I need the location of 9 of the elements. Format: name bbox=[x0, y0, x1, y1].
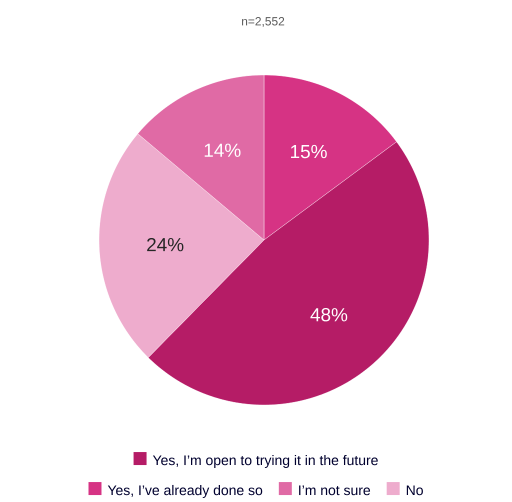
legend-label: No bbox=[406, 485, 423, 496]
data-label: 14% bbox=[204, 144, 241, 157]
legend-label: Yes, I’ve already done so bbox=[108, 484, 262, 498]
data-label: 24% bbox=[147, 238, 184, 252]
chart-title: n=2,552 bbox=[242, 17, 284, 27]
legend-label: I’m not sure bbox=[299, 485, 370, 496]
legend-label: Yes, I’m open to trying it in the future bbox=[152, 454, 378, 468]
data-label: 48% bbox=[310, 308, 348, 322]
data-label: 15% bbox=[291, 144, 327, 158]
